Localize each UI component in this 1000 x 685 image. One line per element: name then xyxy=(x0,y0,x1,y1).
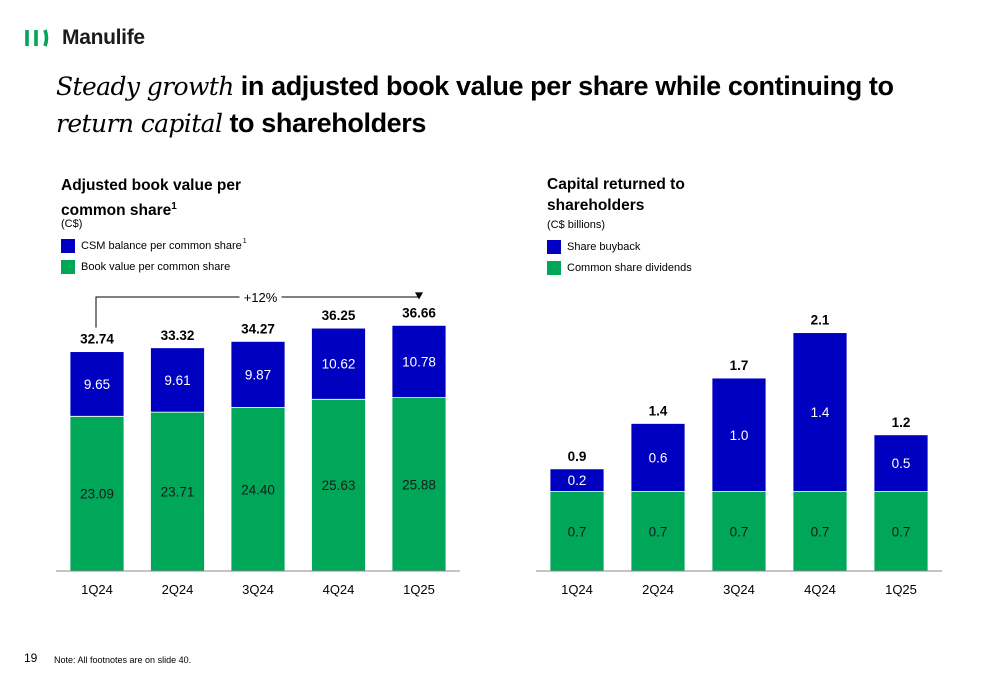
data-label-upper-3q24: 1.0 xyxy=(730,428,749,443)
data-label-upper-1q25: 10.78 xyxy=(402,354,436,369)
bar-capital-lower-3q24 xyxy=(711,491,767,572)
legend-label-dividends: Common share dividends xyxy=(567,261,692,274)
title-italic-2: return capital xyxy=(56,109,223,138)
right-chart-title-line-1: Capital returned to xyxy=(547,176,685,193)
x-tick-label-4q24: 4Q24 xyxy=(804,582,836,597)
legend-label-book-value: Book value per common share xyxy=(81,260,231,273)
total-label-2q24: 33.32 xyxy=(161,328,195,343)
bar-bvps-upper-2q24 xyxy=(150,347,205,413)
left-chart-title-line-1: Adjusted book value per xyxy=(61,177,242,194)
left-chart-title-text: common share xyxy=(61,202,172,220)
page-number: 19 xyxy=(24,651,38,665)
bar-bvps-lower-2q24 xyxy=(150,411,205,572)
bar-capital-upper-2q24 xyxy=(630,423,686,492)
data-label-upper-1q25: 0.5 xyxy=(892,456,911,471)
legend-footnote: 1 xyxy=(242,238,247,245)
x-tick-label-3q24: 3Q24 xyxy=(242,582,274,597)
data-label-upper-4q24: 1.4 xyxy=(811,405,830,420)
brand-name: Manulife xyxy=(62,26,145,49)
data-label-lower-1q25: 0.7 xyxy=(892,524,911,539)
page-title: Steady growth in adjusted book value per… xyxy=(56,68,956,142)
total-label-1q25: 1.2 xyxy=(892,415,911,430)
title-bold-1: in adjusted book value per share while c… xyxy=(233,71,894,101)
bar-capital-upper-4q24 xyxy=(792,332,848,492)
legend-label-csm: CSM balance per common share xyxy=(81,239,242,252)
data-label-lower-2q24: 0.7 xyxy=(649,524,668,539)
legend-swatch-green xyxy=(61,259,75,274)
x-tick-label-4q24: 4Q24 xyxy=(323,582,355,597)
growth-arrow-icon xyxy=(415,292,423,300)
total-label-3q24: 34.27 xyxy=(241,321,275,336)
data-label-lower-4q24: 25.63 xyxy=(322,478,356,493)
manulife-logo-icon xyxy=(25,29,49,47)
growth-label: +12% xyxy=(244,290,278,305)
total-label-1q25: 36.66 xyxy=(402,305,436,320)
page-title-line-1: Steady growth in adjusted book value per… xyxy=(56,68,956,105)
data-label-lower-3q24: 0.7 xyxy=(730,524,749,539)
bar-bvps-lower-1q25 xyxy=(391,397,447,572)
bar-capital-lower-2q24 xyxy=(630,491,686,572)
legend-item-csm: CSM balance per common share 1 xyxy=(61,235,247,256)
total-label-1q24: 32.74 xyxy=(80,332,114,347)
total-label-1q24: 0.9 xyxy=(568,449,587,464)
bar-capital-upper-1q25 xyxy=(873,434,929,492)
data-label-lower-4q24: 0.7 xyxy=(811,524,830,539)
right-chart-legend: Share buyback Common share dividends xyxy=(547,236,692,278)
footnote: Note: All footnotes are on slide 40. xyxy=(54,655,192,665)
bar-capital-lower-1q24 xyxy=(549,491,605,572)
data-label-upper-1q24: 0.2 xyxy=(568,473,587,488)
right-chart-title-line-2: shareholders xyxy=(547,197,645,214)
total-label-4q24: 36.25 xyxy=(322,308,356,323)
x-tick-label-1q24: 1Q24 xyxy=(81,582,113,597)
data-label-lower-1q25: 25.88 xyxy=(402,477,436,492)
x-tick-label-3q24: 3Q24 xyxy=(723,582,755,597)
legend-item-buyback: Share buyback xyxy=(547,236,692,257)
right-chart-unit: (C$ billions) xyxy=(547,219,606,231)
left-chart-title-footnote: 1 xyxy=(171,201,177,212)
page-title-line-2: return capital to shareholders xyxy=(56,105,956,142)
data-label-upper-1q24: 9.65 xyxy=(84,377,110,392)
x-tick-label-1q24: 1Q24 xyxy=(561,582,593,597)
data-label-lower-3q24: 24.40 xyxy=(241,482,275,497)
legend-swatch-blue xyxy=(547,239,561,254)
x-tick-label-1q25: 1Q25 xyxy=(885,582,917,597)
right-chart-title: Capital returned to shareholders xyxy=(547,174,685,216)
bar-bvps-upper-3q24 xyxy=(230,340,286,408)
total-label-3q24: 1.7 xyxy=(730,358,749,373)
left-chart-title-line-2: common share1 xyxy=(61,196,241,221)
data-label-lower-2q24: 23.71 xyxy=(161,485,195,500)
data-label-upper-4q24: 10.62 xyxy=(322,357,356,372)
legend-swatch-green xyxy=(547,260,561,275)
manulife-logo: Manulife xyxy=(25,26,145,50)
x-tick-label-2q24: 2Q24 xyxy=(162,582,194,597)
left-chart-legend: CSM balance per common share 1 Book value… xyxy=(61,235,247,277)
data-label-upper-2q24: 9.61 xyxy=(164,373,190,388)
data-label-lower-1q24: 23.09 xyxy=(80,487,114,502)
legend-label-buyback: Share buyback xyxy=(567,240,641,253)
legend-item-book-value: Book value per common share xyxy=(61,256,247,277)
growth-label-background xyxy=(239,288,282,305)
title-italic-1: Steady growth xyxy=(56,72,234,101)
total-label-4q24: 2.1 xyxy=(811,313,830,328)
left-chart-title: Adjusted book value per common share1 xyxy=(61,175,241,221)
data-label-lower-1q24: 0.7 xyxy=(568,524,587,539)
data-label-upper-2q24: 0.6 xyxy=(649,451,668,466)
bar-bvps-upper-1q24 xyxy=(69,351,125,417)
bar-capital-upper-1q24 xyxy=(549,468,605,492)
x-tick-label-1q25: 1Q25 xyxy=(403,582,435,597)
legend-item-dividends: Common share dividends xyxy=(547,257,692,278)
total-label-2q24: 1.4 xyxy=(649,403,668,418)
legend-swatch-blue xyxy=(61,238,75,253)
bar-capital-upper-3q24 xyxy=(711,377,767,492)
title-bold-2: to shareholders xyxy=(222,108,427,138)
x-tick-label-2q24: 2Q24 xyxy=(642,582,674,597)
bar-bvps-upper-4q24 xyxy=(311,327,366,400)
bar-bvps-upper-1q25 xyxy=(391,324,447,399)
bar-bvps-lower-3q24 xyxy=(230,407,286,572)
bar-bvps-lower-4q24 xyxy=(311,398,366,572)
data-label-upper-3q24: 9.87 xyxy=(245,367,271,382)
left-chart-unit: (C$) xyxy=(61,218,83,230)
